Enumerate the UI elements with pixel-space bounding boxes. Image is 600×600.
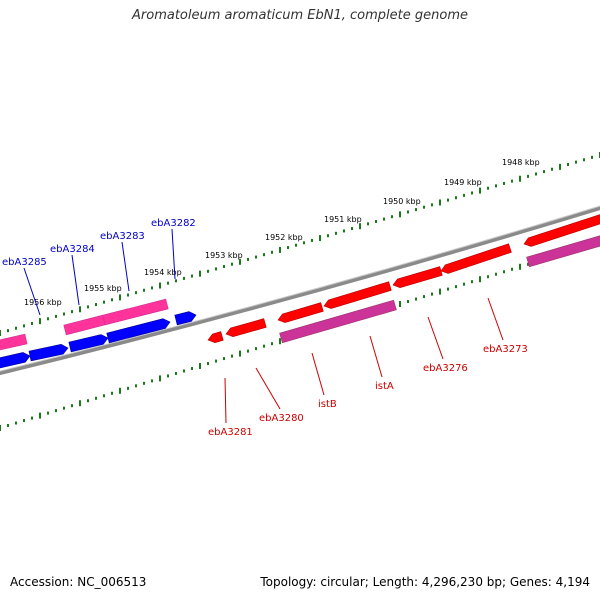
gene-label: ebA3281	[208, 427, 253, 438]
gene-bar	[102, 298, 169, 326]
gene-label-leader	[171, 228, 176, 280]
gene-arrow	[523, 214, 600, 247]
gene-arrow	[323, 281, 392, 309]
gene-label-leader	[369, 335, 383, 378]
gene-arrow	[440, 243, 512, 274]
genome-summary-text: Topology: circular; Length: 4,296,230 bp…	[260, 575, 590, 589]
scale-label: 1955 kbp	[84, 284, 122, 293]
gene-features	[0, 214, 600, 369]
gene-arrow	[28, 344, 69, 362]
gene-arrow	[0, 352, 31, 369]
accession-text: Accession: NC_006513	[10, 575, 147, 589]
gene-label: ebA3282	[151, 218, 196, 229]
gene-label-leader	[427, 316, 444, 360]
gene-label-leader	[224, 377, 227, 424]
gene-bar	[0, 333, 28, 351]
gene-label: ebA3280	[259, 413, 304, 424]
scale-label: 1950 kbp	[383, 197, 421, 206]
scale-label: 1951 kbp	[324, 215, 362, 224]
gene-label-leader	[311, 352, 325, 396]
gene-label: ebA3276	[423, 363, 468, 374]
scale-label: 1954 kbp	[144, 268, 182, 277]
gene-bar	[526, 235, 600, 268]
scale-label: 1956 kbp	[24, 298, 62, 307]
gene-label: ebA3285	[2, 257, 47, 268]
gene-arrow	[207, 331, 224, 343]
map-title: Aromatoleum aromaticum EbN1, complete ge…	[132, 8, 468, 23]
gene-bar	[279, 299, 397, 344]
scale-labels: 1948 kbp 1949 kbp 1950 kbp 1951 kbp 1952 kbp…	[24, 158, 540, 307]
gene-bar	[63, 314, 106, 336]
genome-backbone-highlight	[0, 205, 600, 372]
gene-label: ebA3284	[50, 244, 95, 255]
genome-backbone	[0, 205, 600, 376]
gene-label-leader	[255, 367, 281, 410]
gene-label: istA	[375, 381, 394, 392]
gene-arrow	[392, 266, 443, 288]
gene-arrow	[277, 302, 324, 323]
gene-arrow	[106, 318, 171, 344]
gene-label: istB	[318, 399, 337, 410]
gene-arrow	[68, 334, 109, 353]
gene-arrow	[174, 311, 197, 326]
scale-label: 1952 kbp	[265, 233, 303, 242]
scale-label: 1948 kbp	[502, 158, 540, 167]
gene-arrow	[225, 318, 267, 338]
scale-label: 1953 kbp	[205, 251, 243, 260]
gene-label: ebA3283	[100, 231, 145, 242]
gene-label-leader	[121, 241, 130, 292]
scale-label: 1949 kbp	[444, 178, 482, 187]
outer-tick-track	[0, 152, 600, 336]
gene-label-leader	[23, 267, 41, 316]
gene-label-leader	[487, 297, 504, 341]
gene-label: ebA3273	[483, 344, 528, 355]
gene-label-leader	[71, 254, 80, 306]
